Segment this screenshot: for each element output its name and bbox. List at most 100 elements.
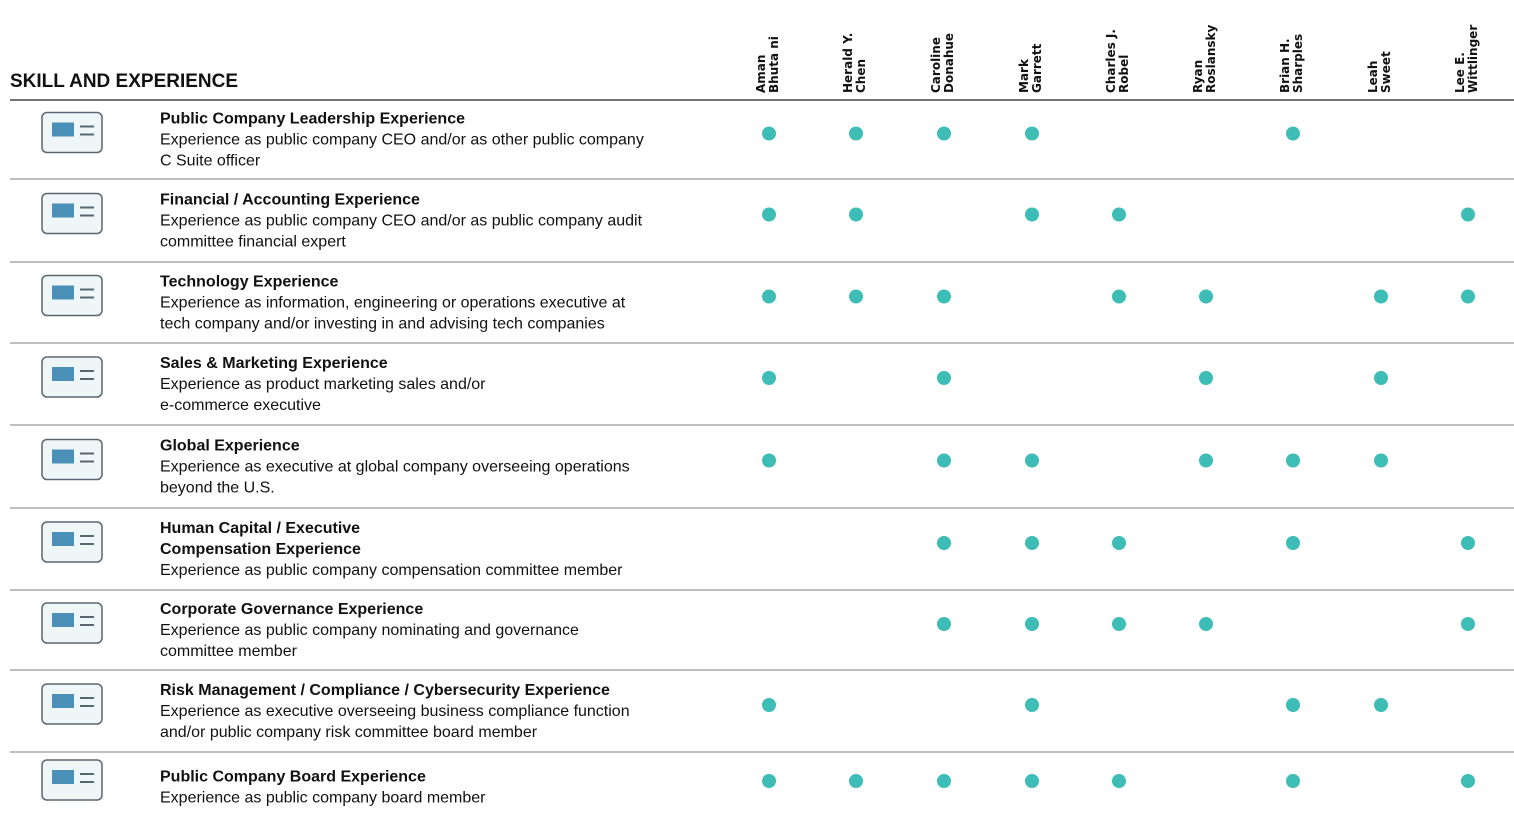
check-dot — [762, 371, 776, 385]
check-dot — [1025, 453, 1039, 468]
director-name: Sharples — [1291, 34, 1305, 93]
check-dot — [762, 126, 776, 141]
skill-icon — [41, 683, 103, 725]
director-name: Wittlinger — [1466, 25, 1480, 93]
director-name: Robel — [1117, 55, 1131, 93]
icon-detail — [52, 203, 74, 218]
director-name: Sweet — [1379, 51, 1393, 93]
skill-description: Experience as public company board membe… — [160, 790, 486, 807]
director-name: Ryan — [1191, 60, 1205, 93]
check-dot — [849, 207, 863, 222]
skill-title: Technology Experience — [160, 274, 339, 291]
check-dot — [762, 453, 776, 468]
icon-detail — [52, 285, 74, 300]
check-dot — [937, 289, 951, 304]
skill-description: tech company and/or investing in and adv… — [160, 316, 605, 333]
check-dot — [1286, 536, 1300, 550]
check-dot — [849, 126, 863, 141]
check-dot — [937, 453, 951, 468]
skill-description: Experience as product marketing sales an… — [160, 376, 486, 393]
title: SKILL AND EXPERIENCE — [10, 71, 238, 92]
check-dot — [1199, 453, 1213, 468]
director-name: Leah — [1366, 61, 1380, 93]
check-dot — [937, 371, 951, 385]
director-name: Charles J. — [1104, 29, 1118, 93]
check-dot — [937, 536, 951, 550]
check-dot — [1025, 617, 1039, 631]
check-dot — [1461, 774, 1475, 788]
skill-description: Experience as executive at global compan… — [160, 459, 630, 476]
check-dot — [1025, 207, 1039, 222]
skill-description: Experience as information, engineering o… — [160, 295, 626, 312]
director-name: Aman — [754, 55, 768, 93]
skill-icon — [41, 192, 103, 235]
check-dot — [1199, 289, 1213, 304]
skill-title: Sales & Marketing Experience — [160, 355, 388, 372]
icon-detail — [52, 122, 74, 137]
director-name: Chen — [854, 59, 868, 93]
check-dot — [1112, 289, 1126, 304]
skill-icon — [41, 438, 103, 481]
director-name: Herald Y. — [841, 33, 855, 93]
skill-title: Public Company Leadership Experience — [160, 111, 465, 128]
skill-description: and/or public company risk committee boa… — [160, 724, 538, 741]
check-dot — [1374, 453, 1388, 468]
skill-title: Human Capital / Executive — [160, 520, 360, 537]
icon-detail — [52, 367, 74, 381]
check-dot — [1025, 126, 1039, 141]
director-name: Lee E. — [1453, 52, 1467, 93]
skill-title: Financial / Accounting Experience — [160, 192, 420, 209]
director-name: Caroline — [929, 37, 943, 93]
check-dot — [1025, 774, 1039, 788]
check-dot — [1112, 774, 1126, 788]
check-dot — [1461, 617, 1475, 631]
check-dot — [1199, 617, 1213, 631]
check-dot — [937, 617, 951, 631]
check-dot — [1374, 698, 1388, 712]
skill-icon — [41, 111, 103, 154]
check-dot — [1286, 774, 1300, 788]
skill-description: Experience as public company compensatio… — [160, 562, 623, 579]
director-name: Mark — [1017, 58, 1031, 93]
check-dot — [762, 289, 776, 304]
skill-title: Public Company Board Experience — [160, 769, 426, 786]
check-dot — [1374, 371, 1388, 385]
check-dot — [762, 774, 776, 788]
check-dot — [1286, 453, 1300, 468]
check-dot — [1461, 289, 1475, 304]
skill-description: Experience as public company CEO and/or … — [160, 132, 644, 149]
skill-icon — [41, 274, 103, 317]
skill-title: Global Experience — [160, 438, 300, 455]
skill-icon — [41, 602, 103, 644]
check-dot — [1025, 698, 1039, 712]
check-dot — [1025, 536, 1039, 550]
check-dot — [1286, 126, 1300, 141]
director-name: Bhuta ni — [767, 36, 781, 93]
skill-title: Compensation Experience — [160, 541, 361, 558]
check-dot — [762, 698, 776, 712]
skill-title: Corporate Governance Experience — [160, 601, 423, 618]
check-dot — [1199, 371, 1213, 385]
director-name: Brian H. — [1278, 38, 1292, 93]
skill-description: Experience as public company nominating … — [160, 622, 579, 639]
skill-icon — [41, 759, 103, 801]
icon-detail — [52, 449, 74, 464]
check-dot — [1461, 536, 1475, 550]
skill-description: e-commerce executive — [160, 397, 321, 414]
check-dot — [1112, 536, 1126, 550]
check-dot — [1112, 617, 1126, 631]
icon-detail — [52, 613, 74, 627]
director-name: Garrett — [1030, 43, 1044, 93]
skill-description: committee financial expert — [160, 234, 346, 251]
skill-description: Experience as executive overseeing busin… — [160, 703, 630, 720]
check-dot — [937, 126, 951, 141]
icon-detail — [52, 770, 74, 784]
check-dot — [849, 774, 863, 788]
skill-description: beyond the U.S. — [160, 480, 275, 497]
check-dot — [1112, 207, 1126, 222]
skill-title: Risk Management / Compliance / Cybersecu… — [160, 682, 610, 699]
check-dot — [1374, 289, 1388, 304]
director-name: Donahue — [942, 33, 956, 93]
check-dot — [937, 774, 951, 788]
